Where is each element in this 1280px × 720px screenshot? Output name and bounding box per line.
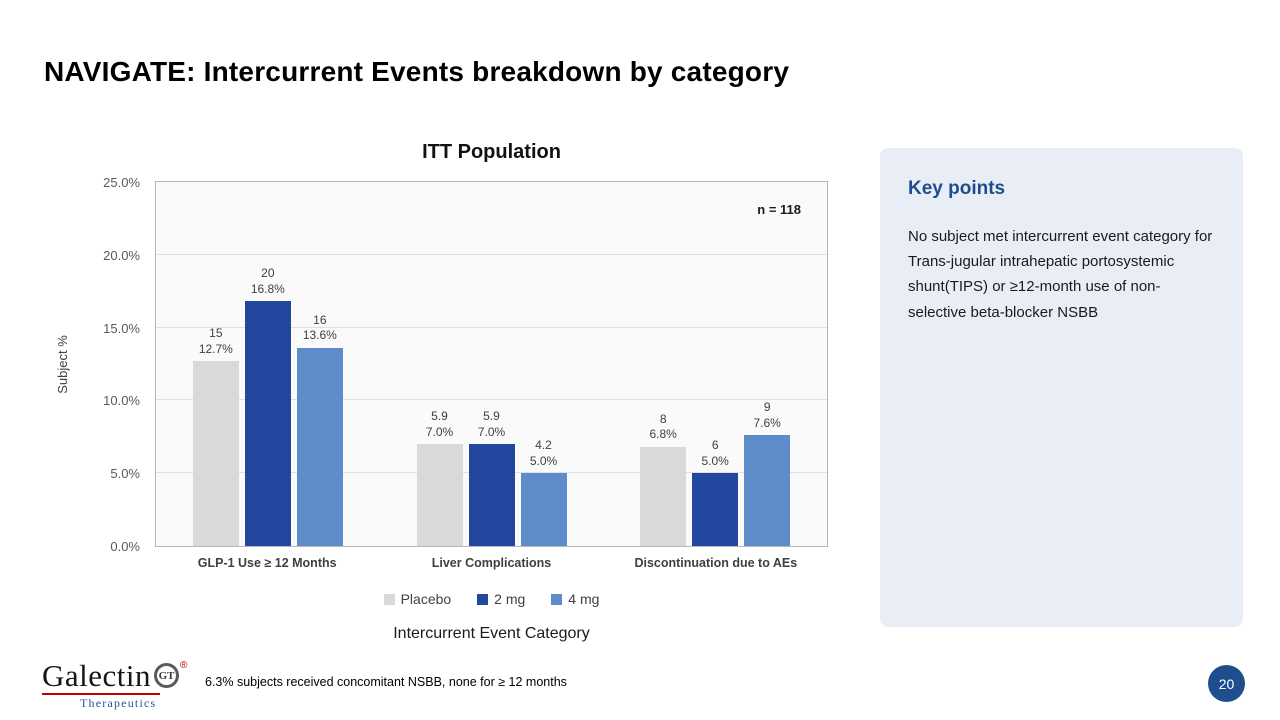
- key-points-heading: Key points: [908, 178, 1006, 199]
- y-axis-title-text: Subject %: [54, 334, 70, 394]
- page-number-badge: 20: [1208, 665, 1245, 702]
- x-axis-title: Intercurrent Event Category: [393, 625, 590, 642]
- page-number: 20: [1218, 675, 1235, 692]
- x-category-label: GLP-1 Use ≥ 12 Months: [197, 556, 337, 570]
- bar-data-label-line: 7.0%: [477, 424, 506, 439]
- y-tick-label: 10.0%: [103, 393, 140, 409]
- y-axis-ticks: 0.0% 5.0% 10.0% 15.0% 20.0% 25.0%: [86, 175, 146, 554]
- bar-2-mg-cat0: [244, 301, 291, 546]
- bar-data-label-line: 16.8%: [250, 281, 285, 296]
- bar-4-mg-cat1: [520, 473, 567, 546]
- legend-item-2-mg: 2 mg: [477, 591, 525, 607]
- bar-data-label-line: 16: [313, 312, 327, 327]
- legend-label: 4 mg: [568, 591, 600, 607]
- bar-placebo-cat0: [192, 361, 239, 546]
- bar-data-label: 20 16.8%: [228, 266, 308, 297]
- bar-data-label-line: 12.7%: [198, 341, 233, 356]
- y-tick-label: 0.0%: [110, 539, 140, 554]
- bar-data-label-line: 5.9: [483, 408, 500, 423]
- bar-data-label-line: 20: [261, 266, 275, 281]
- bar-data-label: 16 13.6%: [280, 313, 360, 344]
- legend-label: Placebo: [400, 591, 452, 607]
- y-tick-label: 15.0%: [103, 320, 140, 336]
- legend-swatch-icon: [551, 593, 563, 605]
- bar-4-mg-cat2: [744, 435, 791, 546]
- logo-wordmark: Galectin: [42, 658, 152, 693]
- legend-swatch-icon: [477, 593, 489, 605]
- bar-data-label: 5.9 7.0%: [452, 409, 532, 440]
- bar-data-label-line: 6.8%: [649, 427, 677, 442]
- bar-data-label-line: 7.0%: [425, 424, 454, 439]
- x-axis-category-labels: GLP-1 Use ≥ 12 Months Liver Complications…: [155, 556, 828, 570]
- key-points-panel: Key points No subject met intercurrent e…: [880, 148, 1243, 627]
- bar-data-label-line: 6: [711, 438, 719, 453]
- logo-row: Galectin GT ®: [42, 660, 187, 691]
- bar-placebo-cat2: [640, 447, 687, 546]
- bar-data-label: 6 5.0%: [675, 438, 755, 469]
- bar-data-label: 15 12.7%: [176, 326, 256, 357]
- gridline: [156, 326, 827, 328]
- chart-legend: Placebo 2 mg 4 mg: [155, 591, 828, 607]
- bar-data-label: 9 7.6%: [727, 400, 807, 431]
- bar-data-label-line: 5.9: [431, 408, 448, 423]
- bar-placebo-cat1: [416, 444, 463, 546]
- bar-2-mg-cat1: [468, 444, 515, 546]
- bar-data-label-line: 15: [209, 325, 223, 340]
- bar-data-label-line: 5.0%: [529, 453, 558, 468]
- legend-item-4-mg: 4 mg: [551, 591, 599, 607]
- plot-area: n = 118 15 12.7% 20 16.8% 16 13.6% 5.9 7.0% 5.9 7…: [155, 181, 828, 547]
- bar-data-label-line: 5.0%: [701, 453, 729, 468]
- legend-swatch-icon: [383, 593, 395, 605]
- y-tick-label: 5.0%: [110, 466, 140, 482]
- x-category-label: Discontinuation due to AEs: [634, 556, 798, 570]
- gridline: [156, 399, 827, 401]
- legend-item-placebo: Placebo: [383, 591, 452, 607]
- logo-subtitle: Therapeutics: [80, 696, 157, 710]
- bar-2-mg-cat2: [692, 473, 739, 546]
- logo-emblem-icon: GT: [154, 663, 180, 688]
- sample-size-annotation: n = 118: [757, 202, 801, 217]
- x-category-label: Liver Complications: [431, 556, 552, 570]
- footnote: 6.3% subjects received concomitant NSBB,…: [205, 675, 567, 689]
- slide-title: NAVIGATE: Intercurrent Events breakdown …: [44, 56, 790, 87]
- bar-4-mg-cat0: [296, 347, 343, 546]
- registered-mark-icon: ®: [180, 660, 188, 671]
- logo-rule: [42, 693, 160, 695]
- bar-data-label: 4.2 5.0%: [504, 438, 584, 469]
- galectin-logo: Galectin GT ® Therapeutics: [42, 660, 187, 711]
- bar-data-label-line: 8: [659, 411, 667, 426]
- legend-label: 2 mg: [494, 591, 526, 607]
- bar-data-label: 5.9 7.0%: [400, 409, 480, 440]
- y-tick-label: 20.0%: [103, 247, 140, 263]
- bar-data-label: 8 6.8%: [623, 412, 703, 443]
- bar-data-label-line: 13.6%: [302, 328, 337, 343]
- bar-data-label-line: 7.6%: [753, 415, 781, 430]
- gridline: [156, 253, 827, 255]
- y-axis-title: Subject %: [46, 181, 78, 547]
- y-tick-label: 25.0%: [103, 175, 140, 190]
- bar-data-label-line: 4.2: [535, 438, 552, 453]
- key-points-body: No subject met intercurrent event catego…: [908, 228, 1213, 321]
- bar-data-label-line: 9: [763, 400, 771, 415]
- chart-title: ITT Population: [422, 141, 561, 163]
